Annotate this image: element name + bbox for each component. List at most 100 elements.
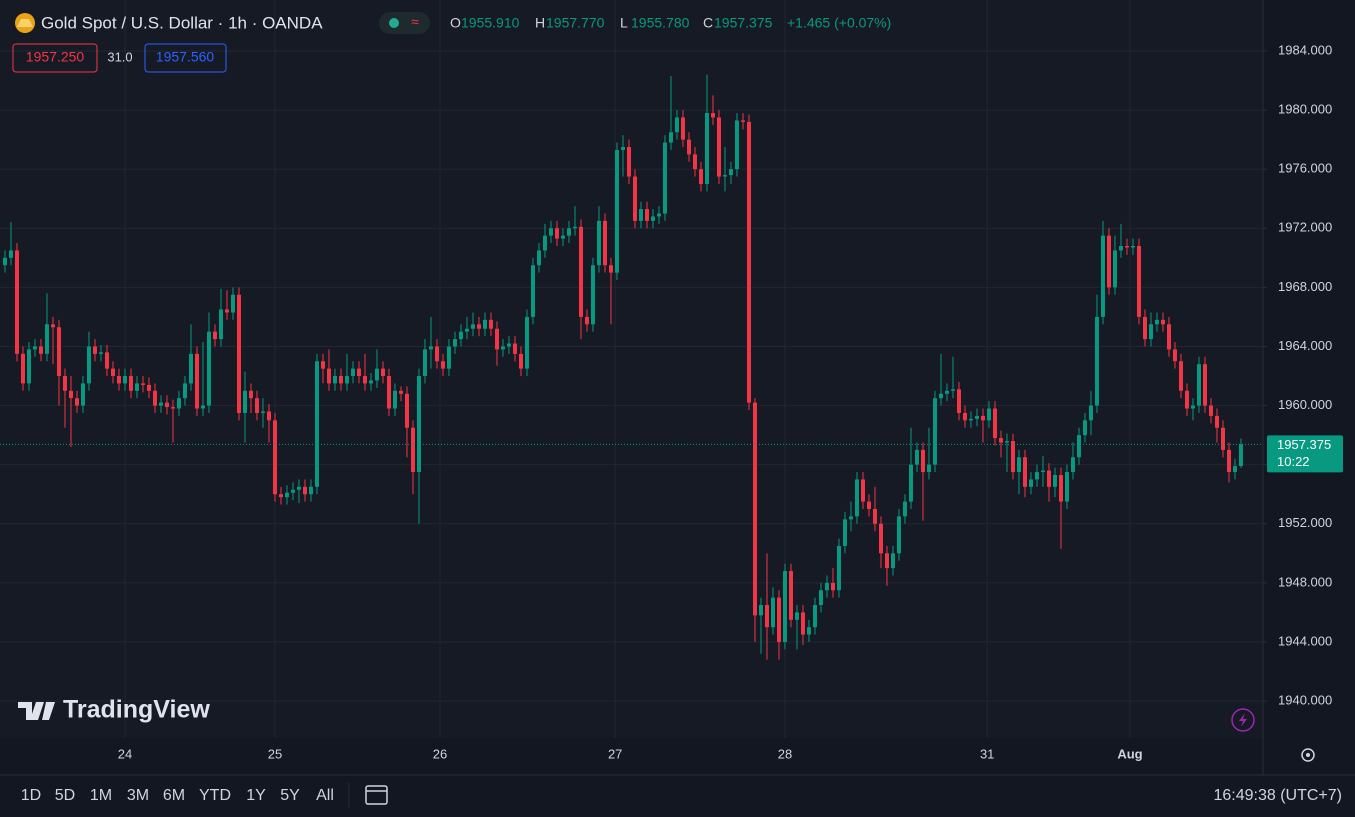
candle-body — [488, 319, 493, 329]
ohlc-label: H — [535, 15, 545, 31]
candle-body — [1226, 449, 1231, 473]
goto-date-icon[interactable] — [365, 785, 388, 805]
candle-body — [1040, 470, 1045, 473]
candle-body — [974, 415, 979, 419]
candle-body — [596, 220, 601, 266]
candle-body — [524, 316, 529, 369]
range-button[interactable]: 1D — [21, 787, 41, 804]
ohlc-value: 1955.910 — [461, 15, 520, 31]
candle-body — [692, 154, 697, 170]
y-tick-label: 1944.000 — [1278, 633, 1332, 648]
candle-body — [986, 408, 991, 421]
candle-body — [800, 612, 805, 635]
range-button[interactable]: 3M — [127, 787, 149, 804]
range-button[interactable]: 1M — [90, 787, 112, 804]
range-button[interactable]: All — [316, 787, 334, 804]
candle-body — [1118, 246, 1123, 251]
alert-icon[interactable] — [1231, 708, 1255, 732]
candle-body — [1052, 475, 1057, 487]
candle-body — [248, 390, 253, 399]
candle-body — [806, 627, 811, 635]
bid-price[interactable]: 1957.250 — [26, 49, 85, 65]
candle-body — [740, 120, 745, 122]
candle-body — [764, 605, 769, 628]
candle-body — [380, 368, 385, 377]
y-tick-label: 1940.000 — [1278, 693, 1332, 708]
last-price-label: 1957.375 — [1277, 437, 1331, 452]
delay-icon: ≈ — [411, 14, 419, 30]
candle-body — [710, 113, 715, 118]
y-tick-label: 1964.000 — [1278, 338, 1332, 353]
ask-price[interactable]: 1957.560 — [156, 49, 215, 65]
candle-body — [416, 376, 421, 473]
candle-body — [662, 142, 667, 214]
y-tick-label: 1984.000 — [1278, 42, 1332, 57]
candle-body — [1142, 316, 1147, 340]
candle-body — [1106, 235, 1111, 288]
range-button[interactable]: 6M — [163, 787, 185, 804]
candle-body — [572, 226, 577, 229]
candle-body — [164, 402, 169, 408]
candle-body — [632, 176, 637, 221]
ohlc-value: 1955.780 — [631, 15, 690, 31]
candle-body — [860, 479, 865, 502]
clock[interactable]: 16:49:38 (UTC+7) — [1213, 787, 1342, 804]
candle-body — [230, 294, 235, 313]
x-tick-label: 28 — [778, 746, 792, 761]
candle-body — [842, 519, 847, 546]
range-button[interactable]: 5D — [55, 787, 75, 804]
candle-body — [1148, 324, 1153, 340]
candle-body — [782, 571, 787, 642]
candle-body — [788, 571, 793, 620]
candle-body — [38, 346, 43, 354]
candle-body — [350, 368, 355, 377]
buy-box[interactable] — [144, 43, 227, 73]
candle-body — [752, 402, 757, 616]
candle-body — [848, 516, 853, 520]
candle-body — [926, 464, 931, 473]
candle-body — [332, 376, 337, 384]
candle-body — [464, 328, 469, 332]
candle-body — [776, 597, 781, 642]
candle-body — [428, 346, 433, 350]
x-tick-label: 27 — [608, 746, 622, 761]
range-button[interactable]: 5Y — [280, 787, 300, 804]
symbol-icon-bar — [17, 19, 33, 27]
candle-body — [878, 523, 883, 554]
candle-body — [872, 508, 877, 524]
sell-box[interactable] — [12, 43, 98, 73]
candle-body — [314, 361, 319, 487]
candle-body — [1100, 235, 1105, 317]
candle-body — [950, 389, 955, 391]
ohlc-label: C — [703, 15, 713, 31]
candle-body — [236, 294, 241, 413]
candle-body — [74, 398, 79, 406]
candle-body — [440, 361, 445, 369]
candle-body — [638, 209, 643, 221]
candle-body — [1238, 444, 1243, 466]
candle-body — [818, 590, 823, 606]
candle-body — [32, 346, 37, 350]
chart-title: Gold Spot / U.S. Dollar · 1h · OANDA — [41, 13, 323, 32]
candle-body — [896, 516, 901, 554]
candle-body — [1190, 405, 1195, 409]
range-button[interactable]: YTD — [199, 787, 231, 804]
candle-body — [86, 346, 91, 384]
candle-body — [1130, 246, 1135, 248]
candle-body — [434, 346, 439, 362]
candle-body — [308, 486, 313, 495]
range-button[interactable]: 1Y — [246, 787, 266, 804]
candle-body — [980, 415, 985, 421]
candle-body — [734, 120, 739, 170]
candle-body — [506, 343, 511, 347]
candle-body — [128, 376, 133, 391]
candle-body — [62, 376, 67, 391]
candle-body — [674, 117, 679, 133]
settings-icon[interactable] — [1301, 748, 1315, 762]
candle-body — [242, 390, 247, 413]
candle-body — [218, 309, 223, 340]
status-pill[interactable] — [379, 12, 430, 34]
candle-body — [134, 383, 139, 391]
candle-body — [908, 464, 913, 502]
candle-body — [356, 368, 361, 377]
